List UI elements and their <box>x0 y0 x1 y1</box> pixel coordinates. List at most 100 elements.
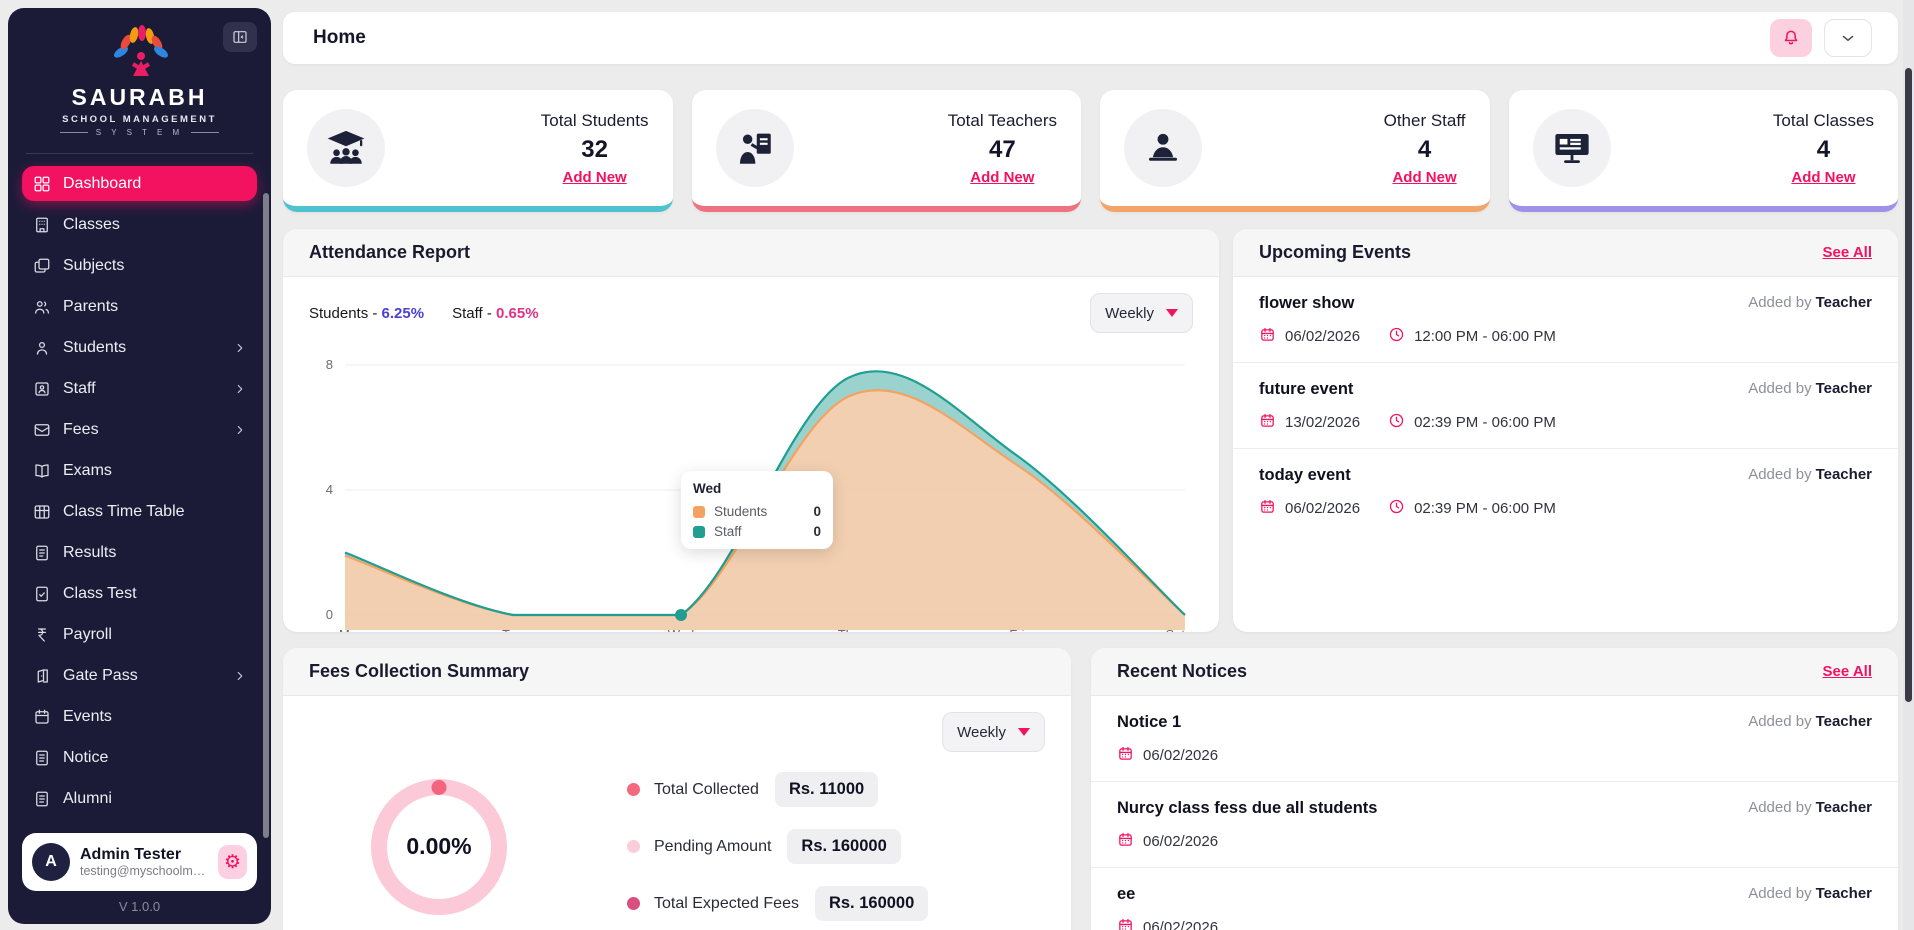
sidebar-item-label: Exams <box>63 461 112 479</box>
grid-icon <box>32 174 51 193</box>
notice-item-ee[interactable]: ee Added by Teacher 06/02/2026 <box>1091 868 1898 930</box>
notice-item-notice-1[interactable]: Notice 1 Added by Teacher 06/02/2026 <box>1091 696 1898 782</box>
logo-subtitle: SCHOOL MANAGEMENT <box>62 114 217 125</box>
event-item-flower-show[interactable]: flower show Added by Teacher 06/02/2026 12:0… <box>1233 277 1898 363</box>
sidebar-item-subjects[interactable]: Subjects <box>22 248 257 283</box>
caret-down-icon <box>1018 728 1030 736</box>
sidebar-item-classes[interactable]: Classes <box>22 207 257 242</box>
stat-label: Total Classes <box>1772 110 1874 130</box>
fees-legend-total-collected: Total Collected Rs. 11000 <box>627 772 928 807</box>
event-item-future-event[interactable]: future event Added by Teacher 13/02/2026 02:… <box>1233 363 1898 449</box>
events-title: Upcoming Events <box>1259 242 1412 262</box>
sidebar-item-results[interactable]: Results <box>22 535 257 570</box>
event-item-today-event[interactable]: today event Added by Teacher 06/02/2026 02:3… <box>1233 449 1898 534</box>
tooltip-row-staff: Staff 0 <box>693 524 821 539</box>
staff-percent: 0.65% <box>496 304 539 322</box>
note-icon <box>32 789 51 808</box>
sidebar-item-label: Subjects <box>63 256 125 274</box>
sidebar-item-events[interactable]: Events <box>22 699 257 734</box>
attendance-chart[interactable]: 048MonTueWedThuFriSat Wed Students0Staff… <box>309 349 1193 632</box>
sidebar-item-staff[interactable]: Staff <box>22 371 257 406</box>
sidebar-item-class-time-table[interactable]: Class Time Table <box>22 494 257 529</box>
event-added-by: Added by Teacher <box>1748 380 1872 397</box>
attendance-legend: Students - 6.25% Staff - 0.65% <box>309 304 539 322</box>
fees-legend-label: Total Expected Fees <box>654 894 799 912</box>
fees-title: Fees Collection Summary <box>309 661 530 681</box>
bell-icon <box>1784 30 1798 45</box>
profile-dropdown-button[interactable] <box>1824 19 1872 57</box>
file-check-icon <box>32 584 51 603</box>
settings-button[interactable]: ⚙ <box>218 845 247 879</box>
sidebar-item-label: Classes <box>63 215 120 233</box>
stat-value: 47 <box>988 135 1016 163</box>
chevron-down-icon <box>1842 35 1854 42</box>
event-title: today event <box>1259 466 1351 484</box>
fees-legend-label: Pending Amount <box>654 837 772 855</box>
rupee-icon <box>32 625 51 644</box>
sidebar-divider <box>26 153 253 154</box>
sidebar-item-dashboard[interactable]: Dashboard <box>22 166 257 201</box>
notices-list: Notice 1 Added by Teacher 06/02/2026 Nurcy c… <box>1091 696 1898 930</box>
event-title: flower show <box>1259 294 1355 312</box>
notifications-button[interactable] <box>1770 19 1812 57</box>
notices-see-all-link[interactable]: See All <box>1822 663 1872 680</box>
add-new-link[interactable]: Add New <box>1392 168 1457 186</box>
notice-item-nurcy-class-fess-due-all-students[interactable]: Nurcy class fess due all students Added b… <box>1091 782 1898 868</box>
sidebar-item-label: Class Test <box>63 584 137 602</box>
top-header: Home <box>283 12 1898 64</box>
gear-icon: ⚙ <box>223 851 242 873</box>
add-new-link[interactable]: Add New <box>1791 168 1856 186</box>
fees-legend-pending-amount: Pending Amount Rs. 160000 <box>627 829 928 864</box>
add-new-link[interactable]: Add New <box>970 168 1035 186</box>
page-title: Home <box>313 27 366 48</box>
clock-icon <box>1388 498 1405 519</box>
sidebar-item-gate-pass[interactable]: Gate Pass <box>22 658 257 693</box>
sidebar-item-label: Events <box>63 707 112 725</box>
sidebar-item-label: Parents <box>63 297 119 315</box>
fees-donut-chart: 0.00% <box>371 778 507 915</box>
caret-down-icon <box>1166 309 1178 317</box>
calendar-icon <box>1117 745 1134 766</box>
main-content: Home Total Students 32 Add New Total Teache… <box>283 0 1898 930</box>
sidebar-nav: Dashboard Classes Subjects Parents Students S… <box>8 166 271 816</box>
tooltip-series-value: 0 <box>813 504 821 519</box>
event-date: 06/02/2026 <box>1285 500 1361 517</box>
upcoming-events-panel: Upcoming Events See All flower show Added… <box>1233 229 1898 632</box>
id-card-icon <box>32 379 51 398</box>
notices-title: Recent Notices <box>1117 661 1248 681</box>
page-scrollbar-thumb[interactable] <box>1905 68 1912 702</box>
user-card[interactable]: A Admin Tester testing@myschoolman... ⚙ <box>22 833 257 891</box>
attendance-period-select[interactable]: Weekly <box>1090 293 1193 333</box>
fees-period-select[interactable]: Weekly <box>942 712 1045 752</box>
sidebar-item-notice[interactable]: Notice <box>22 740 257 775</box>
sidebar-item-fees[interactable]: Fees <box>22 412 257 447</box>
clock-icon <box>1388 412 1405 433</box>
layers-icon <box>32 256 51 275</box>
event-time: 02:39 PM - 06:00 PM <box>1414 500 1556 517</box>
legend-swatch <box>693 525 705 538</box>
avatar: A <box>32 843 70 881</box>
sidebar-item-payroll[interactable]: Payroll <box>22 617 257 652</box>
sidebar: SAURABH SCHOOL MANAGEMENT S Y S T E M Da… <box>8 8 271 924</box>
sidebar-scrollbar[interactable] <box>263 193 269 838</box>
sidebar-item-parents[interactable]: Parents <box>22 289 257 324</box>
stat-value: 4 <box>1417 135 1432 163</box>
notice-added-by: Added by Teacher <box>1748 713 1872 730</box>
fees-legend-value: Rs. 160000 <box>814 886 929 921</box>
user-icon <box>32 338 51 357</box>
events-see-all-link[interactable]: See All <box>1822 244 1872 261</box>
tooltip-series-label: Staff <box>714 524 742 539</box>
stat-card-other-staff: Other Staff 4 Add New <box>1100 90 1490 212</box>
sidebar-item-class-test[interactable]: Class Test <box>22 576 257 611</box>
sidebar-item-exams[interactable]: Exams <box>22 453 257 488</box>
sidebar-item-alumni[interactable]: Alumni <box>22 781 257 816</box>
chevron-right-icon <box>233 423 247 437</box>
add-new-link[interactable]: Add New <box>562 168 627 186</box>
app-logo: SAURABH SCHOOL MANAGEMENT S Y S T E M <box>8 8 271 137</box>
sidebar-item-students[interactable]: Students <box>22 330 257 365</box>
stat-card-total-students: Total Students 32 Add New <box>283 90 673 212</box>
stat-label: Total Students <box>540 110 649 130</box>
sidebar-collapse-button[interactable] <box>223 22 257 52</box>
fees-legend-total-expected-fees: Total Expected Fees Rs. 160000 <box>627 886 929 921</box>
sidebar-item-label: Fees <box>63 420 99 438</box>
